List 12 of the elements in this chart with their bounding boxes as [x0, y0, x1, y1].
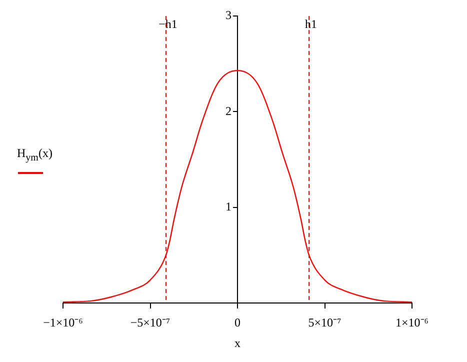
- x-tick-label: 1×10⁻⁶: [396, 315, 428, 330]
- x-tick-label: −5×10⁻⁷: [130, 315, 170, 330]
- x-tick-label: −1×10⁻⁶: [43, 315, 83, 330]
- y-tick-label: 3: [226, 8, 232, 22]
- x-axis-title: x: [234, 336, 240, 350]
- ref-line-label: h1: [305, 17, 318, 32]
- ref-line-label: −h1: [158, 17, 178, 32]
- y-tick-label: 1: [226, 199, 232, 214]
- y-axis-title: H$_{ym}$(x): [17, 146, 52, 164]
- y-tick-label: 2: [226, 104, 232, 118]
- x-tick-label: 5×10⁻⁷: [308, 315, 342, 330]
- x-tick-label: 0: [234, 315, 240, 330]
